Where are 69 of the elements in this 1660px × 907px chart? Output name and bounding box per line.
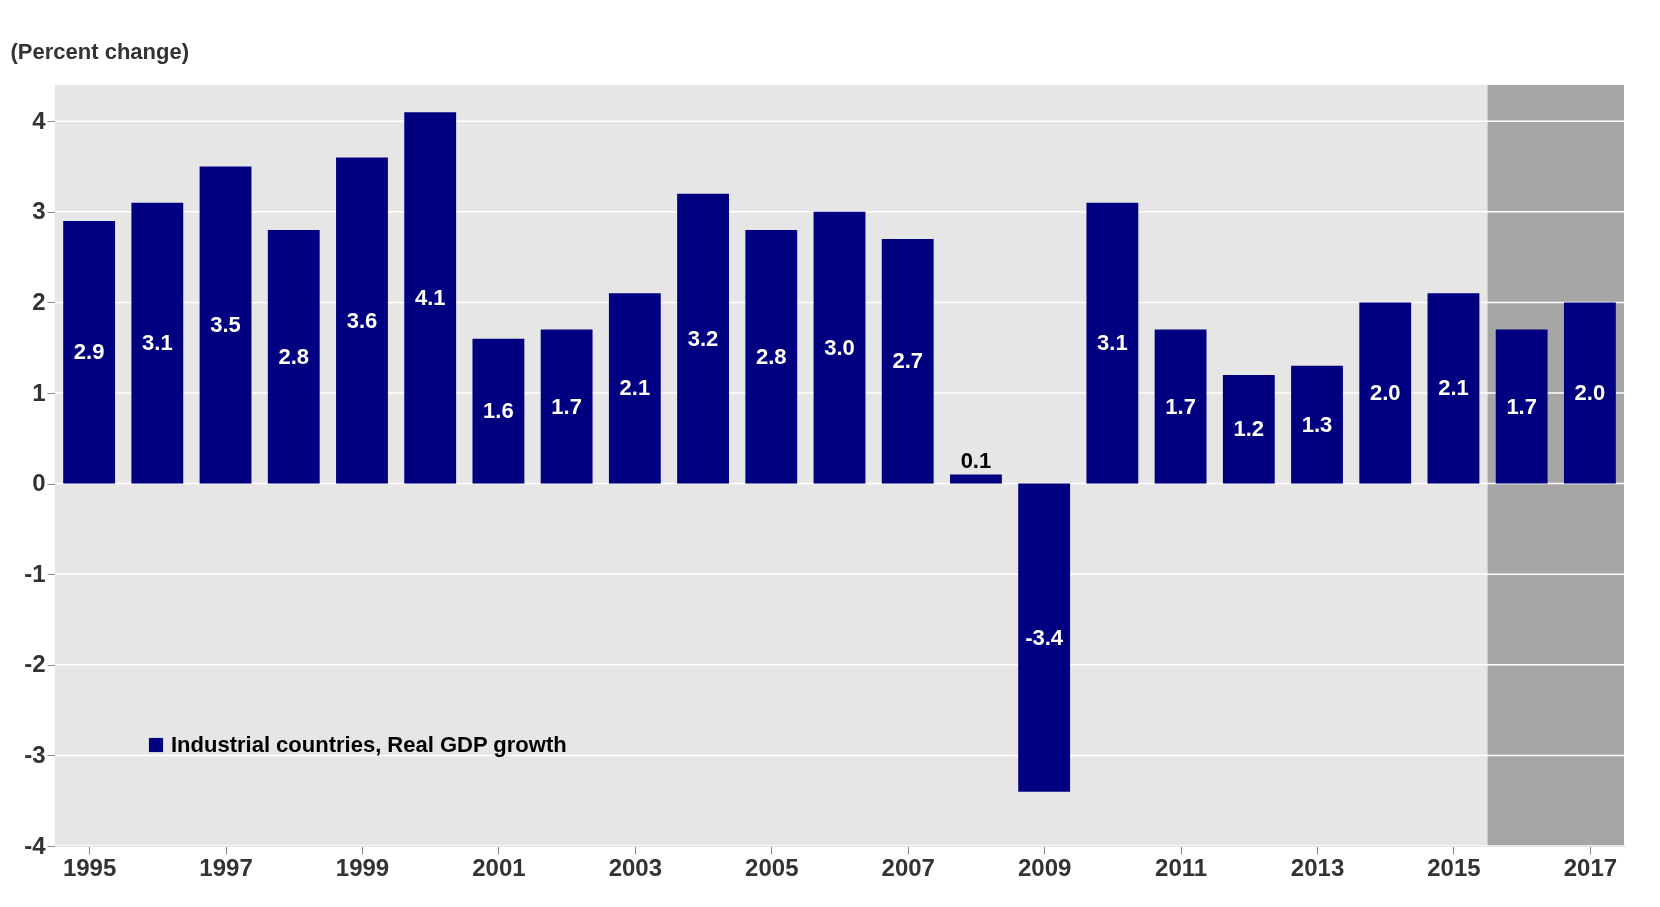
bar: [1563, 302, 1616, 484]
y-tick-label: -3: [24, 740, 46, 768]
x-tick-label: 1997: [199, 853, 253, 881]
data-label: 1.7: [1506, 393, 1537, 419]
bar: [131, 202, 184, 484]
bar: [1495, 329, 1548, 484]
data-label: 3.0: [824, 334, 855, 360]
y-axis-title: (Percent change): [10, 38, 189, 64]
data-label: 2.1: [1438, 375, 1469, 401]
x-tick-label: 1995: [62, 853, 117, 881]
data-label: 2.7: [892, 348, 924, 374]
bar: [199, 166, 252, 484]
x-tick-label: 2009: [1017, 853, 1072, 881]
x-tick-label: 2015: [1427, 853, 1481, 881]
data-label: 1.7: [551, 393, 582, 419]
data-label: 2.0: [1369, 380, 1401, 406]
data-label: 3.6: [346, 307, 378, 333]
bar: [1222, 374, 1275, 484]
x-tick-label: 2001: [472, 853, 526, 881]
bar: [608, 293, 661, 484]
bar: [1291, 365, 1343, 484]
bar: [881, 239, 934, 484]
bar: [950, 474, 1002, 484]
data-label: 2.1: [619, 375, 651, 401]
data-label: 3.1: [142, 330, 173, 356]
y-tick-label: 1: [32, 378, 46, 406]
x-tick-label: 2011: [1155, 853, 1208, 881]
bar: [540, 329, 593, 484]
x-tick-label: 2005: [745, 853, 799, 881]
data-label: 1.7: [1165, 393, 1196, 419]
data-label: 1.2: [1233, 416, 1265, 442]
bar: [472, 338, 525, 484]
legend-label: Industrial countries, Real GDP growth: [171, 732, 567, 757]
data-label: 2.8: [755, 343, 787, 369]
data-label: 2.9: [73, 339, 105, 365]
bar: [1086, 202, 1139, 484]
bar: [1018, 483, 1071, 792]
data-label: 3.2: [687, 325, 719, 351]
bar: [1154, 329, 1207, 484]
y-tick-label: 0: [32, 469, 46, 497]
bar: [336, 157, 388, 484]
data-label: 1.6: [483, 398, 514, 424]
data-label: 3.1: [1097, 330, 1128, 356]
bar: [1359, 302, 1412, 484]
data-label: 0.1: [960, 447, 992, 473]
data-label: 3.5: [210, 312, 241, 338]
data-label: 2.8: [278, 343, 310, 369]
y-tick-label: 3: [32, 197, 46, 225]
x-tick-label: 2003: [608, 853, 663, 881]
y-tick-label: -2: [24, 650, 46, 678]
y-tick-label: 4: [32, 106, 47, 134]
bar: [1427, 293, 1480, 484]
bar: [677, 193, 729, 484]
bar: [267, 229, 320, 484]
data-label: 1.3: [1301, 411, 1333, 437]
bar: [745, 229, 798, 484]
bar: [404, 112, 457, 484]
x-tick-label: 2013: [1290, 853, 1345, 881]
data-label: 4.1: [414, 284, 446, 310]
x-tick-label: 1999: [335, 853, 390, 881]
bar: [813, 211, 866, 484]
data-label: -3.4: [1025, 624, 1064, 650]
x-tick-label: 2007: [881, 853, 935, 881]
y-tick-label: -1: [24, 559, 46, 587]
y-tick-label: 2: [32, 287, 46, 315]
bar: [63, 220, 116, 484]
y-tick-label: -4: [24, 831, 47, 859]
x-tick-label: 2017: [1563, 853, 1618, 881]
data-label: 2.0: [1574, 380, 1606, 406]
